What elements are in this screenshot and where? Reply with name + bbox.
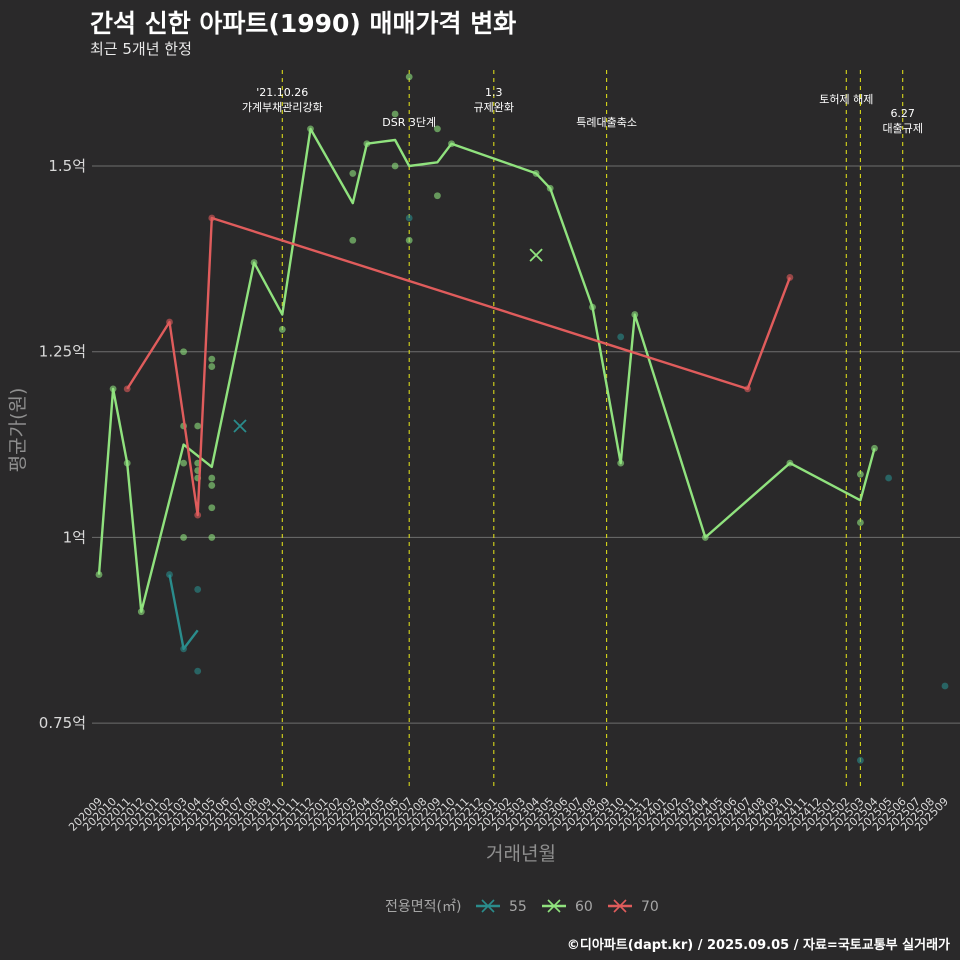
data-point-55 <box>857 756 864 764</box>
data-point-60 <box>208 482 216 489</box>
data-point-60 <box>194 422 202 430</box>
data-point-55 <box>885 474 892 482</box>
x-axis-title: 거래년월 <box>486 843 556 865</box>
data-point-60 <box>391 162 399 170</box>
data-point-60 <box>208 534 216 541</box>
source-caption: ©디아파트(dapt.kr) / 2025.09.05 / 자료=국토교통부 실… <box>566 938 950 953</box>
data-point-60 <box>180 459 188 467</box>
event-label: 1.3 <box>485 86 503 99</box>
y-axis-title: 평균가(원) <box>7 388 29 473</box>
series-line-70 <box>126 216 792 517</box>
legend-key-marker-55 <box>481 899 495 913</box>
legend-title: 전용면적(㎡) <box>385 899 461 915</box>
data-point-60 <box>180 348 188 356</box>
data-point-60 <box>405 236 413 244</box>
data-point-55 <box>941 682 949 690</box>
event-label: 특례대출축소 <box>576 116 637 129</box>
chart-subtitle: 최근 5개년 한정 <box>90 40 192 58</box>
event-label: 규제완화 <box>474 101 514 114</box>
event-label: 가계부채관리강화 <box>242 101 323 114</box>
data-point-60 <box>278 326 286 333</box>
data-point-55 <box>617 333 625 341</box>
data-point-60 <box>349 170 357 177</box>
data-point-60 <box>208 355 216 363</box>
data-point-60 <box>857 470 864 478</box>
data-point-60 <box>391 110 399 118</box>
event-label: 6.27 <box>890 107 915 120</box>
legend-label-55: 55 <box>509 899 527 915</box>
legend-label-70: 70 <box>641 899 659 915</box>
data-point-55 <box>405 214 413 222</box>
series-line-55 <box>168 574 199 651</box>
data-point-55 <box>194 667 202 675</box>
legend-key-marker-70 <box>613 899 627 913</box>
data-point-60 <box>208 363 216 370</box>
y-tick-label: 1.5억 <box>48 157 86 175</box>
data-point-60 <box>434 125 441 133</box>
legend-label-60: 60 <box>575 899 593 915</box>
event-label: 대출규제 <box>882 122 922 135</box>
series-marker-60 <box>529 248 543 262</box>
data-point-60 <box>208 474 216 482</box>
legend-key-marker-60 <box>547 899 561 913</box>
y-tick-label: 0.75억 <box>39 714 86 732</box>
data-point-60 <box>349 236 357 244</box>
data-point-60 <box>434 192 441 200</box>
event-label: DSR 3단계 <box>382 116 436 129</box>
data-point-55 <box>166 571 173 578</box>
series-line-60 <box>97 127 876 613</box>
series-marker-55 <box>233 419 247 433</box>
y-tick-label: 1.25억 <box>39 343 86 361</box>
y-tick-label: 1억 <box>63 528 86 546</box>
data-point-60 <box>857 519 864 526</box>
data-point-60 <box>405 73 413 81</box>
chart-title: 간석 신한 아파트(1990) 매매가격 변화 <box>90 9 517 38</box>
data-point-60 <box>208 504 216 512</box>
event-label: 토허제 해제 <box>819 92 873 106</box>
data-point-60 <box>180 534 188 541</box>
data-point-55 <box>194 586 202 593</box>
event-label: '21.10.26 <box>256 86 308 99</box>
